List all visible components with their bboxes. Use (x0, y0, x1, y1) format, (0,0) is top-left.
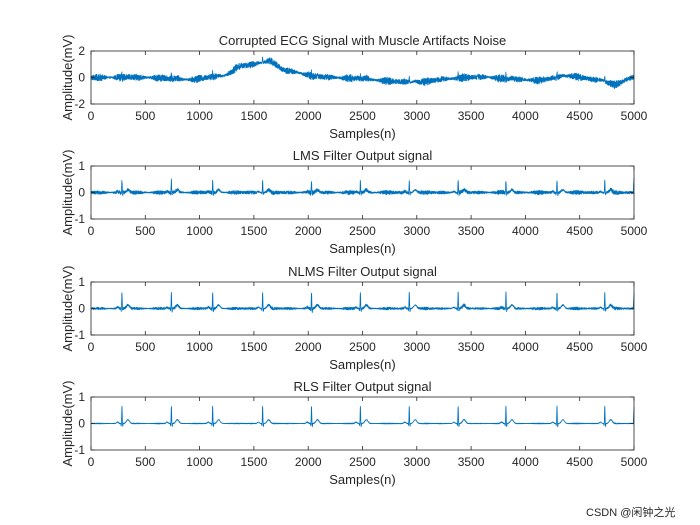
x-tick-label: 2500 (349, 109, 376, 123)
x-tick-label: 5000 (621, 109, 648, 123)
x-tick-label: 3500 (458, 340, 485, 354)
x-tick-label: 500 (135, 109, 155, 123)
x-tick-label: 5000 (621, 224, 648, 238)
x-tick-label: 0 (88, 224, 95, 238)
x-tick-label: 1500 (241, 224, 268, 238)
y-axis-label: Amplitude(mV) (60, 266, 75, 352)
y-tick-label: -1 (74, 328, 85, 342)
x-axis-label: Samples(n) (329, 126, 395, 141)
y-axis-label: Amplitude(mV) (60, 381, 75, 467)
subplot-3: 0 500 1000 1500 2000 2500 3000 3500 4000 4500 5000… (60, 264, 648, 372)
x-tick-label: 2000 (295, 224, 322, 238)
x-tick-label: 2500 (349, 340, 376, 354)
x-axis-label: Samples(n) (329, 241, 395, 256)
y-tick-label: 0 (78, 302, 85, 316)
watermark: CSDN @闲钟之光 (586, 505, 675, 519)
subplot-title: NLMS Filter Output signal (288, 264, 437, 279)
y-axis-label: Amplitude(mV) (60, 150, 75, 236)
x-tick-label: 500 (135, 340, 155, 354)
x-tick-label: 500 (135, 224, 155, 238)
x-tick-label: 3000 (403, 109, 430, 123)
y-tick-label: 0 (78, 186, 85, 200)
x-tick-label: 0 (88, 455, 95, 469)
y-tick-label: 1 (78, 275, 85, 289)
subplot-title: LMS Filter Output signal (293, 148, 433, 163)
x-tick-label: 2000 (295, 109, 322, 123)
x-tick-label: 3500 (458, 109, 485, 123)
x-tick-label: 5000 (621, 455, 648, 469)
x-tick-label: 3000 (403, 455, 430, 469)
x-tick-label: 3000 (403, 340, 430, 354)
y-tick-label: 1 (78, 159, 85, 173)
y-tick-label: 0 (78, 417, 85, 431)
x-tick-label: 2500 (349, 224, 376, 238)
x-tick-label: 2000 (295, 340, 322, 354)
x-axis-label: Samples(n) (329, 357, 395, 372)
y-tick-label: 1 (78, 390, 85, 404)
x-tick-label: 4000 (512, 340, 539, 354)
y-tick-label: -2 (74, 97, 85, 111)
x-tick-label: 3500 (458, 455, 485, 469)
x-tick-label: 500 (135, 455, 155, 469)
x-tick-label: 1000 (186, 455, 213, 469)
x-tick-label: 1500 (241, 109, 268, 123)
subplot-title: RLS Filter Output signal (293, 379, 431, 394)
x-tick-label: 2500 (349, 455, 376, 469)
x-tick-label: 4500 (566, 224, 593, 238)
x-tick-label: 0 (88, 340, 95, 354)
x-tick-label: 1000 (186, 109, 213, 123)
x-tick-label: 3000 (403, 224, 430, 238)
subplot-4: 0 500 1000 1500 2000 2500 3000 3500 4000 4500 5000… (60, 379, 648, 487)
x-tick-label: 5000 (621, 340, 648, 354)
x-axis-label: Samples(n) (329, 472, 395, 487)
y-tick-label: -1 (74, 443, 85, 457)
series-line-lms (90, 177, 635, 197)
x-tick-label: 0 (88, 109, 95, 123)
series-line-nlms (90, 291, 635, 314)
x-tick-label: 4000 (512, 109, 539, 123)
subplot-title: Corrupted ECG Signal with Muscle Artifac… (219, 33, 507, 48)
subplot-2: 0 500 1000 1500 2000 2500 3000 3500 4000 4500 5000… (60, 148, 648, 256)
series-line-rls (90, 405, 635, 428)
x-tick-label: 3500 (458, 224, 485, 238)
y-axis-label: Amplitude(mV) (60, 35, 75, 121)
x-tick-label: 1000 (186, 224, 213, 238)
x-tick-label: 4500 (566, 340, 593, 354)
x-tick-label: 4500 (566, 109, 593, 123)
x-tick-label: 2000 (295, 455, 322, 469)
series-line-corrupted (90, 56, 635, 89)
y-tick-label: 2 (78, 44, 85, 58)
x-tick-label: 1000 (186, 340, 213, 354)
subplot-1: 0 500 1000 1500 2000 2500 3000 3500 4000 4500 5000… (60, 33, 648, 141)
x-tick-label: 4000 (512, 224, 539, 238)
x-tick-label: 1500 (241, 340, 268, 354)
y-tick-label: -1 (74, 212, 85, 226)
y-tick-label: 0 (78, 71, 85, 85)
x-tick-label: 1500 (241, 455, 268, 469)
x-tick-label: 4500 (566, 455, 593, 469)
x-tick-label: 4000 (512, 455, 539, 469)
